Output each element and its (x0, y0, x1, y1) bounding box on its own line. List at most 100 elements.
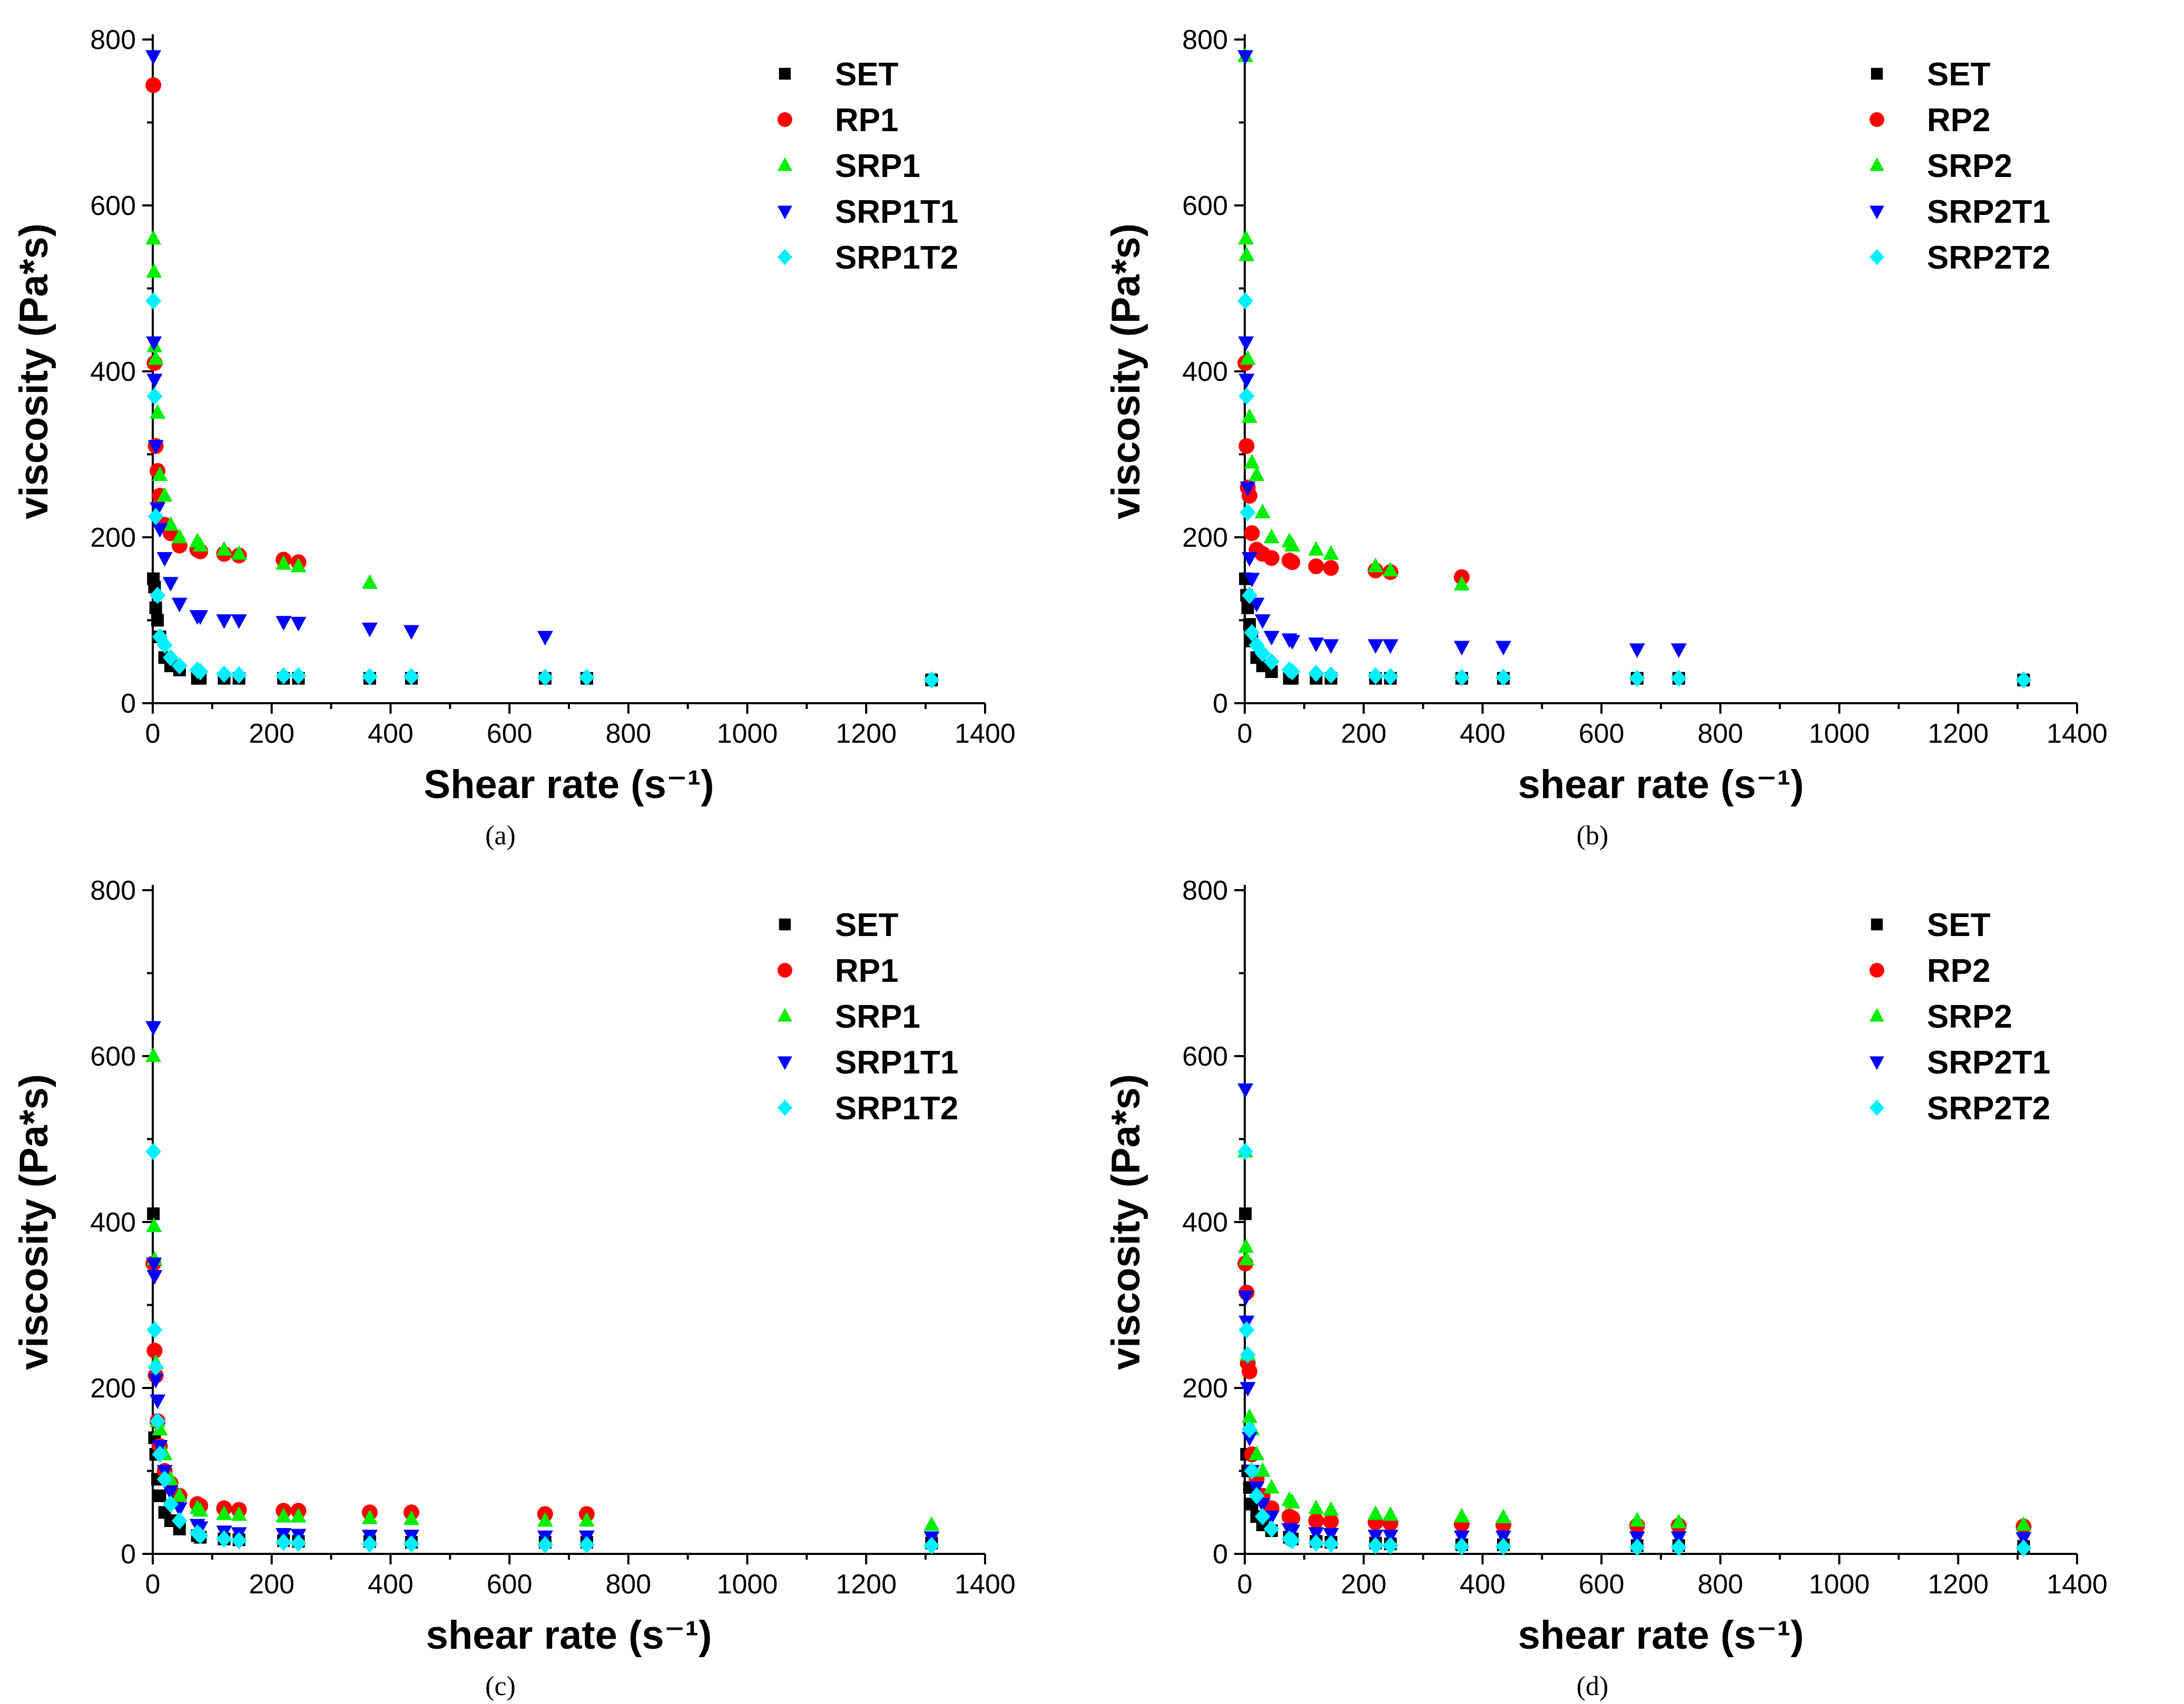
chart-d-x-tick-label: 1200 (1927, 1569, 1989, 1600)
chart-b-point-srp2t2 (1263, 653, 1280, 671)
chart-b-point-rp2 (1323, 560, 1339, 576)
chart-a-point-srp1t1 (147, 440, 164, 455)
chart-d-y-tick-label: 0 (1213, 1539, 1228, 1570)
chart-b-x-axis-title: shear rate (s⁻¹) (1518, 762, 1804, 807)
chart-panel-c: 0 200 400 600 800 1000 1200 1400 0 200 400 600 800 S… (0, 851, 1092, 1701)
chart-c-caption: (c) (485, 1671, 516, 1701)
chart-b-point-srp2 (1308, 541, 1324, 556)
chart-c-point-set (153, 1489, 166, 1502)
chart-c-point-srp1 (152, 1421, 168, 1435)
chart-b-point-srp2 (1238, 247, 1255, 261)
chart-d-point-srp2t2 (1254, 1508, 1271, 1525)
chart-d-x-tick-label: 0 (1237, 1569, 1253, 1600)
chart-b-point-srp2t2 (1244, 624, 1260, 642)
chart-d-legend-marker-set (1871, 918, 1883, 931)
chart-a-y-tick-label: 600 (90, 191, 136, 221)
chart-c-x-tick-label: 600 (487, 1569, 533, 1600)
chart-a-point-srp1 (145, 230, 162, 245)
chart-a-point-srp1t1 (216, 614, 232, 629)
chart-b-point-srp2 (1242, 408, 1258, 423)
chart-a-x-tick-label: 0 (145, 718, 161, 749)
chart-b-legend-marker-set (1871, 67, 1883, 80)
chart-d-point-srp2 (1248, 1445, 1265, 1461)
chart-b-caption: (b) (1577, 821, 1609, 851)
chart-b-y-tick-label: 0 (1213, 688, 1228, 719)
chart-c-point-srp1t2 (192, 1526, 209, 1544)
chart-c-legend-marker-srp1 (778, 1008, 792, 1022)
chart-d-point-srp2 (1368, 1505, 1384, 1520)
chart-a-point-srp1t2 (403, 668, 419, 686)
chart-a-legend-marker-srp1t1 (778, 205, 792, 220)
chart-a-point-srp1 (147, 350, 164, 365)
chart-c-x-axis-title: shear rate (s⁻¹) (426, 1613, 712, 1658)
chart-b-point-srp2t1 (1323, 639, 1339, 654)
chart-d-point-srp2t2 (1237, 1142, 1254, 1160)
chart-c-y-axis-title: viscosity (Pa*s) (12, 1074, 56, 1370)
chart-c-point-srp1 (216, 1505, 232, 1520)
chart-a-y-axis-title: viscosity (Pa*s) (12, 223, 56, 519)
chart-a-legend-marker-srp1 (778, 157, 792, 171)
chart-c-point-srp1t1 (146, 1270, 163, 1285)
chart-b-point-srp2t1 (1244, 573, 1260, 588)
chart-a-point-srp1t2 (537, 668, 553, 686)
chart-a-x-tick-label: 1200 (835, 718, 897, 749)
chart-c-y-tick-label: 800 (90, 875, 136, 906)
chart-a-y-tick-label: 400 (90, 357, 136, 387)
chart-b-point-srp2t1 (1382, 639, 1399, 654)
chart-d-point-srp2 (1308, 1499, 1324, 1514)
chart-d-x-tick-label: 600 (1579, 1569, 1625, 1600)
chart-b-point-srp2 (1382, 562, 1399, 577)
chart-a-axes: 0 200 400 600 800 1000 1200 1400 0 200 400 600 800 (90, 25, 1016, 749)
chart-b-legend-label-set: SET (1927, 56, 1991, 93)
chart-b-point-srp2t1 (1670, 643, 1687, 658)
chart-a-y-tick-label: 0 (121, 688, 136, 719)
chart-c-point-srp1 (192, 1502, 209, 1517)
chart-c-point-srp1t2 (923, 1536, 940, 1554)
chart-c-point-srp1t2 (276, 1533, 292, 1551)
chart-c-point-srp1 (171, 1487, 188, 1502)
chart-d-point-set (1239, 1207, 1252, 1220)
chart-c-point-srp1t1 (147, 1374, 164, 1388)
chart-b-point-srp2t1 (1238, 373, 1255, 389)
chart-d-legend-marker-srp2t1 (1870, 1056, 1884, 1070)
chart-b-legend-label-srp2t1: SRP2T1 (1927, 194, 2050, 230)
chart-b-point-srp2 (1239, 350, 1256, 365)
chart-c-point-srp1t2 (216, 1530, 232, 1548)
chart-d-point-rp2 (1323, 1513, 1339, 1530)
chart-d-point-srp2 (1453, 1508, 1470, 1523)
chart-a-point-srp1t1 (146, 336, 162, 351)
chart-d-point-srp2t2 (1239, 1346, 1256, 1364)
chart-b-legend-label-srp2: SRP2 (1927, 148, 2012, 184)
chart-a-legend-marker-srp1t2 (778, 249, 792, 265)
chart-d-caption: (d) (1577, 1671, 1609, 1701)
chart-b-point-srp2 (1263, 528, 1280, 544)
chart-d-point-srp2t2 (1284, 1532, 1301, 1550)
chart-d-y-tick-label: 400 (1182, 1207, 1228, 1238)
chart-c-legend-marker-rp1 (778, 963, 792, 978)
chart-d-point-srp2t1 (1239, 1382, 1256, 1397)
chart-c-point-srp1t2 (403, 1535, 419, 1553)
chart-c-x-tick-label: 0 (145, 1569, 161, 1600)
chart-c-point-srp1 (290, 1508, 307, 1523)
chart-b-point-rp2 (1284, 554, 1301, 570)
chart-b-point-srp2t2 (1254, 645, 1271, 662)
chart-c-point-srp1 (146, 1217, 162, 1233)
chart-b-point-srp2 (1368, 557, 1384, 573)
chart-b-point-srp2t2 (1239, 504, 1256, 521)
chart-b-point-srp2t1 (1237, 50, 1254, 65)
chart-a-point-srp1t2 (147, 508, 164, 526)
chart-b-point-srp2 (1248, 466, 1265, 481)
chart-d-point-srp2t2 (1629, 1538, 1645, 1556)
chart-b-point-srp2 (1284, 537, 1301, 551)
chart-a-point-srp1t1 (403, 625, 419, 640)
chart-a-point-srp1 (231, 545, 247, 560)
chart-b-point-srp2t2 (1629, 669, 1645, 687)
chart-c-y-tick-label: 400 (90, 1207, 136, 1238)
chart-d-x-tick-label: 1000 (1809, 1569, 1870, 1600)
chart-a-point-srp1 (156, 487, 173, 502)
chart-b-point-srp2t1 (1629, 643, 1645, 658)
chart-b-y-tick-label: 400 (1182, 357, 1228, 387)
chart-a-x-tick-label: 600 (487, 718, 533, 749)
chart-b-x-tick-label: 400 (1460, 718, 1506, 749)
chart-d-y-tick-label: 800 (1182, 875, 1228, 906)
